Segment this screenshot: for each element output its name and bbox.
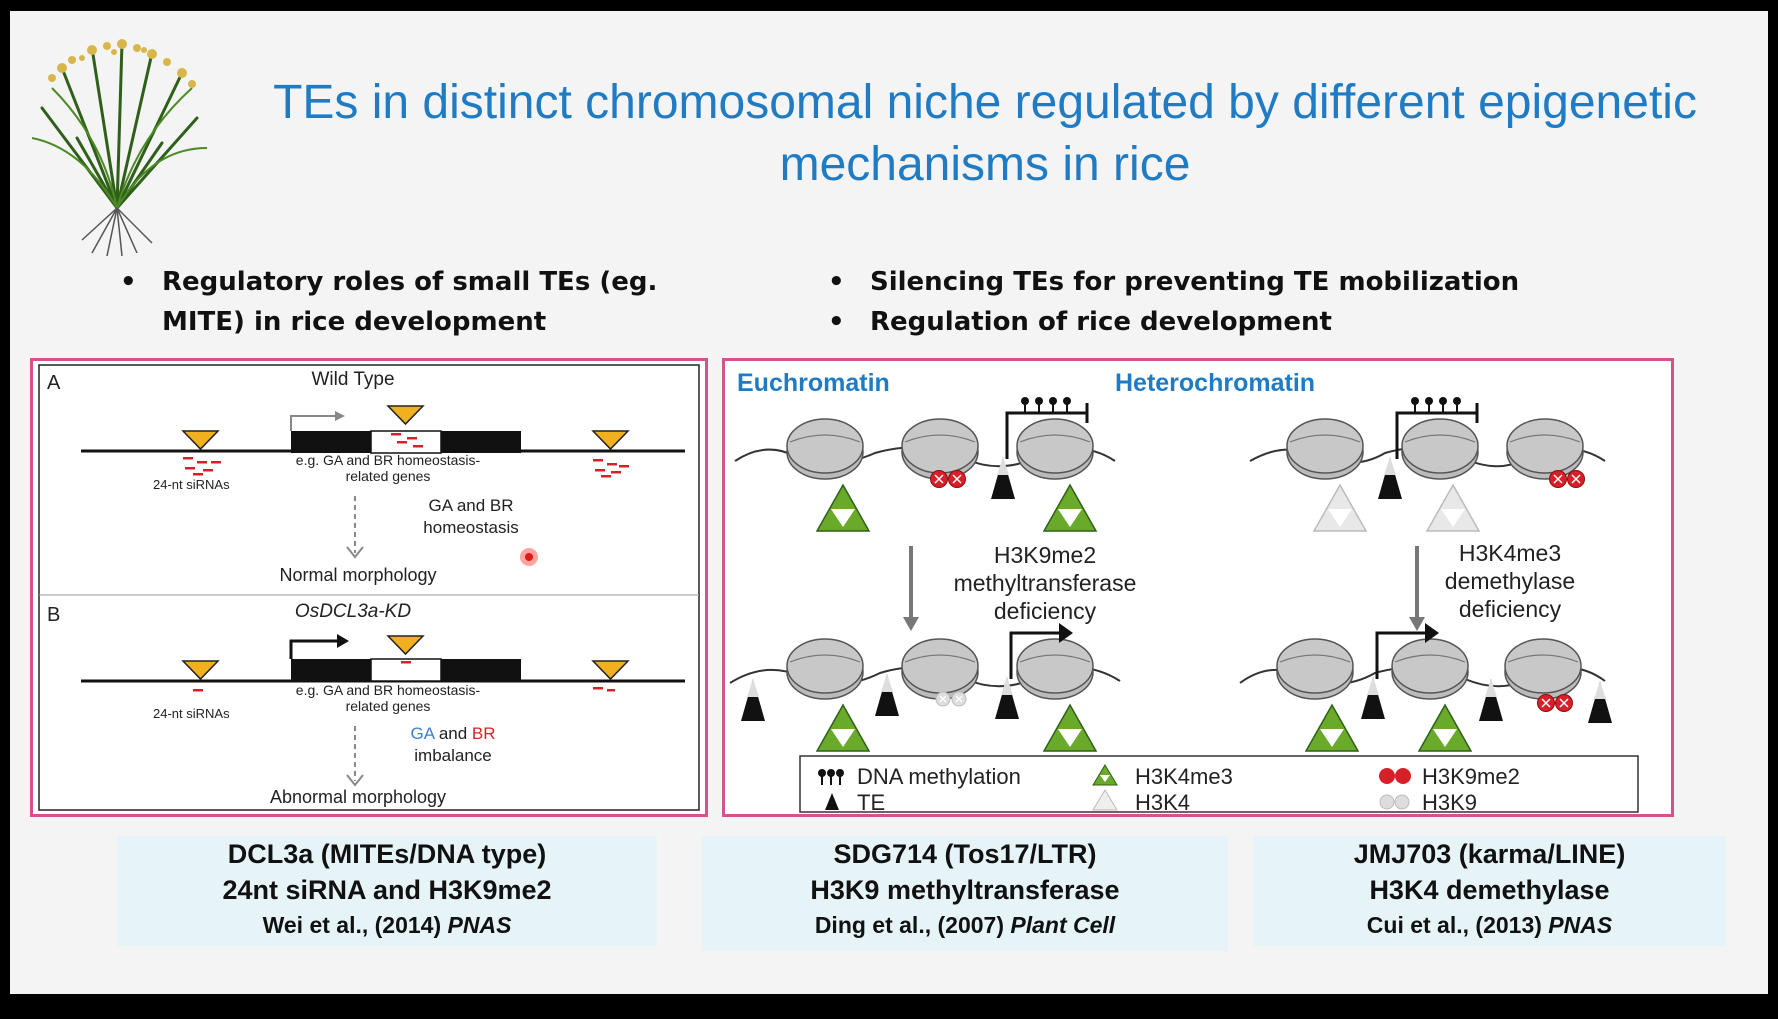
gene-label: e.g. GA and BR homeostasis- xyxy=(296,682,481,698)
section-b-label: B xyxy=(47,604,60,626)
outcome-label: Abnormal morphology xyxy=(270,787,446,807)
bullet-item: Regulatory roles of small TEs (eg. MITE)… xyxy=(120,262,740,342)
dcl3a-diagram: A Wild Type 24-nt siRNAs e.g. GA and BR … xyxy=(38,364,700,811)
journal-name: PNAS xyxy=(447,912,512,938)
mite-triangle xyxy=(591,660,630,681)
caption-sdg714: SDG714 (Tos17/LTR) H3K9 methyltransferas… xyxy=(702,836,1228,951)
citation-text: Ding et al., (2007) xyxy=(814,912,1011,938)
arrow-label: deficiency xyxy=(994,598,1097,624)
arrow-label: deficiency xyxy=(1459,596,1562,622)
effect-label: GA and BR xyxy=(428,496,513,515)
sirna-label: 24-nt siRNAs xyxy=(153,706,230,721)
journal-name: PNAS xyxy=(1548,912,1613,938)
mite-triangle xyxy=(181,660,220,681)
sirna-label: 24-nt siRNAs xyxy=(153,477,230,492)
caption-jmj703: JMJ703 (karma/LINE) H3K4 demethylase Cui… xyxy=(1253,836,1726,946)
h3k9me2-legend-icon xyxy=(1379,768,1411,784)
dna-methylation-legend-icon xyxy=(817,768,845,786)
caption-line: H3K4 demethylase xyxy=(1369,875,1610,905)
chromatin-diagram: Euchromatin Heterochromatin H3K9me2 meth xyxy=(729,369,1639,815)
effect-label: imbalance xyxy=(414,746,492,765)
mite-triangle xyxy=(591,430,630,451)
chromatin-figure-panel: Euchromatin Heterochromatin H3K9me2 meth xyxy=(722,358,1674,817)
caption-citation: Wei et al., (2014) PNAS xyxy=(117,908,657,942)
citation-text: Wei et al., (2014) xyxy=(262,912,448,938)
legend-label: H3K9me2 xyxy=(1422,764,1520,789)
legend-label: H3K4 xyxy=(1135,790,1190,814)
heterochromatin-label: Heterochromatin xyxy=(1115,369,1315,397)
bullet-item: Regulation of rice development xyxy=(828,302,1628,342)
caption-line: SDG714 (Tos17/LTR) xyxy=(833,839,1097,869)
caption-dcl3a: DCL3a (MITEs/DNA type) 24nt siRNA and H3… xyxy=(117,836,657,946)
rice-plant-icon xyxy=(31,39,208,257)
mite-triangle xyxy=(386,405,425,426)
legend-label: H3K4me3 xyxy=(1135,764,1233,789)
legend-label: TE xyxy=(857,790,885,814)
arrow-label: H3K4me3 xyxy=(1459,540,1561,566)
outcome-label: Normal morphology xyxy=(279,565,436,585)
h3k4-legend-icon xyxy=(1092,789,1118,811)
ga-label: GA xyxy=(410,724,435,743)
arrow-label: H3K9me2 xyxy=(994,542,1096,568)
arrow-label: methyltransferase xyxy=(954,570,1137,596)
caption-line: JMJ703 (karma/LINE) xyxy=(1353,839,1626,869)
bottom-bar xyxy=(0,994,1778,1019)
and-label: and xyxy=(434,724,472,743)
caption-citation: Cui et al., (2013) PNAS xyxy=(1253,908,1726,942)
citation-text: Cui et al., (2013) xyxy=(1366,912,1549,938)
caption-line: 24nt siRNA and H3K9me2 xyxy=(222,875,552,905)
te-legend-icon xyxy=(825,793,839,810)
title-line-1: TEs in distinct chromosomal niche regula… xyxy=(273,76,1697,129)
right-bullet-list: Silencing TEs for preventing TE mobiliza… xyxy=(828,262,1628,342)
caption-citation: Ding et al., (2007) Plant Cell xyxy=(702,908,1228,942)
caption-line: DCL3a (MITEs/DNA type) xyxy=(227,839,547,869)
arrow-label: demethylase xyxy=(1445,568,1575,594)
legend-label: H3K9 xyxy=(1422,790,1477,814)
slide-title: TEs in distinct chromosomal niche regula… xyxy=(210,72,1760,196)
br-label: BR xyxy=(472,724,496,743)
dcl3a-figure-panel: A Wild Type 24-nt siRNAs e.g. GA and BR … xyxy=(30,358,708,817)
wild-type-title: Wild Type xyxy=(311,369,394,390)
effect-label: homeostasis xyxy=(423,518,518,537)
legend-box xyxy=(799,755,1639,813)
gene-label: e.g. GA and BR homeostasis- xyxy=(296,452,481,468)
title-line-2: mechanisms in rice xyxy=(779,138,1191,191)
imbalance-label: GA and BR xyxy=(410,724,495,743)
bullet-item: Silencing TEs for preventing TE mobiliza… xyxy=(828,262,1628,302)
mite-triangle xyxy=(386,635,425,656)
caption-line: H3K9 methyltransferase xyxy=(810,875,1120,905)
euchromatin-label: Euchromatin xyxy=(737,369,890,397)
section-a-label: A xyxy=(47,372,61,394)
left-bullet-list: Regulatory roles of small TEs (eg. MITE)… xyxy=(120,262,740,342)
h3k4me3-legend-icon xyxy=(1092,764,1118,786)
cursor-dot-icon xyxy=(525,553,533,561)
gene-label: related genes xyxy=(346,698,431,714)
gene-label: related genes xyxy=(346,468,431,484)
journal-name: Plant Cell xyxy=(1010,912,1116,938)
mite-triangle xyxy=(181,430,220,451)
kd-title: OsDCL3a-KD xyxy=(295,601,411,622)
h3k9-legend-icon xyxy=(1379,794,1410,810)
legend-label: DNA methylation xyxy=(857,764,1021,789)
